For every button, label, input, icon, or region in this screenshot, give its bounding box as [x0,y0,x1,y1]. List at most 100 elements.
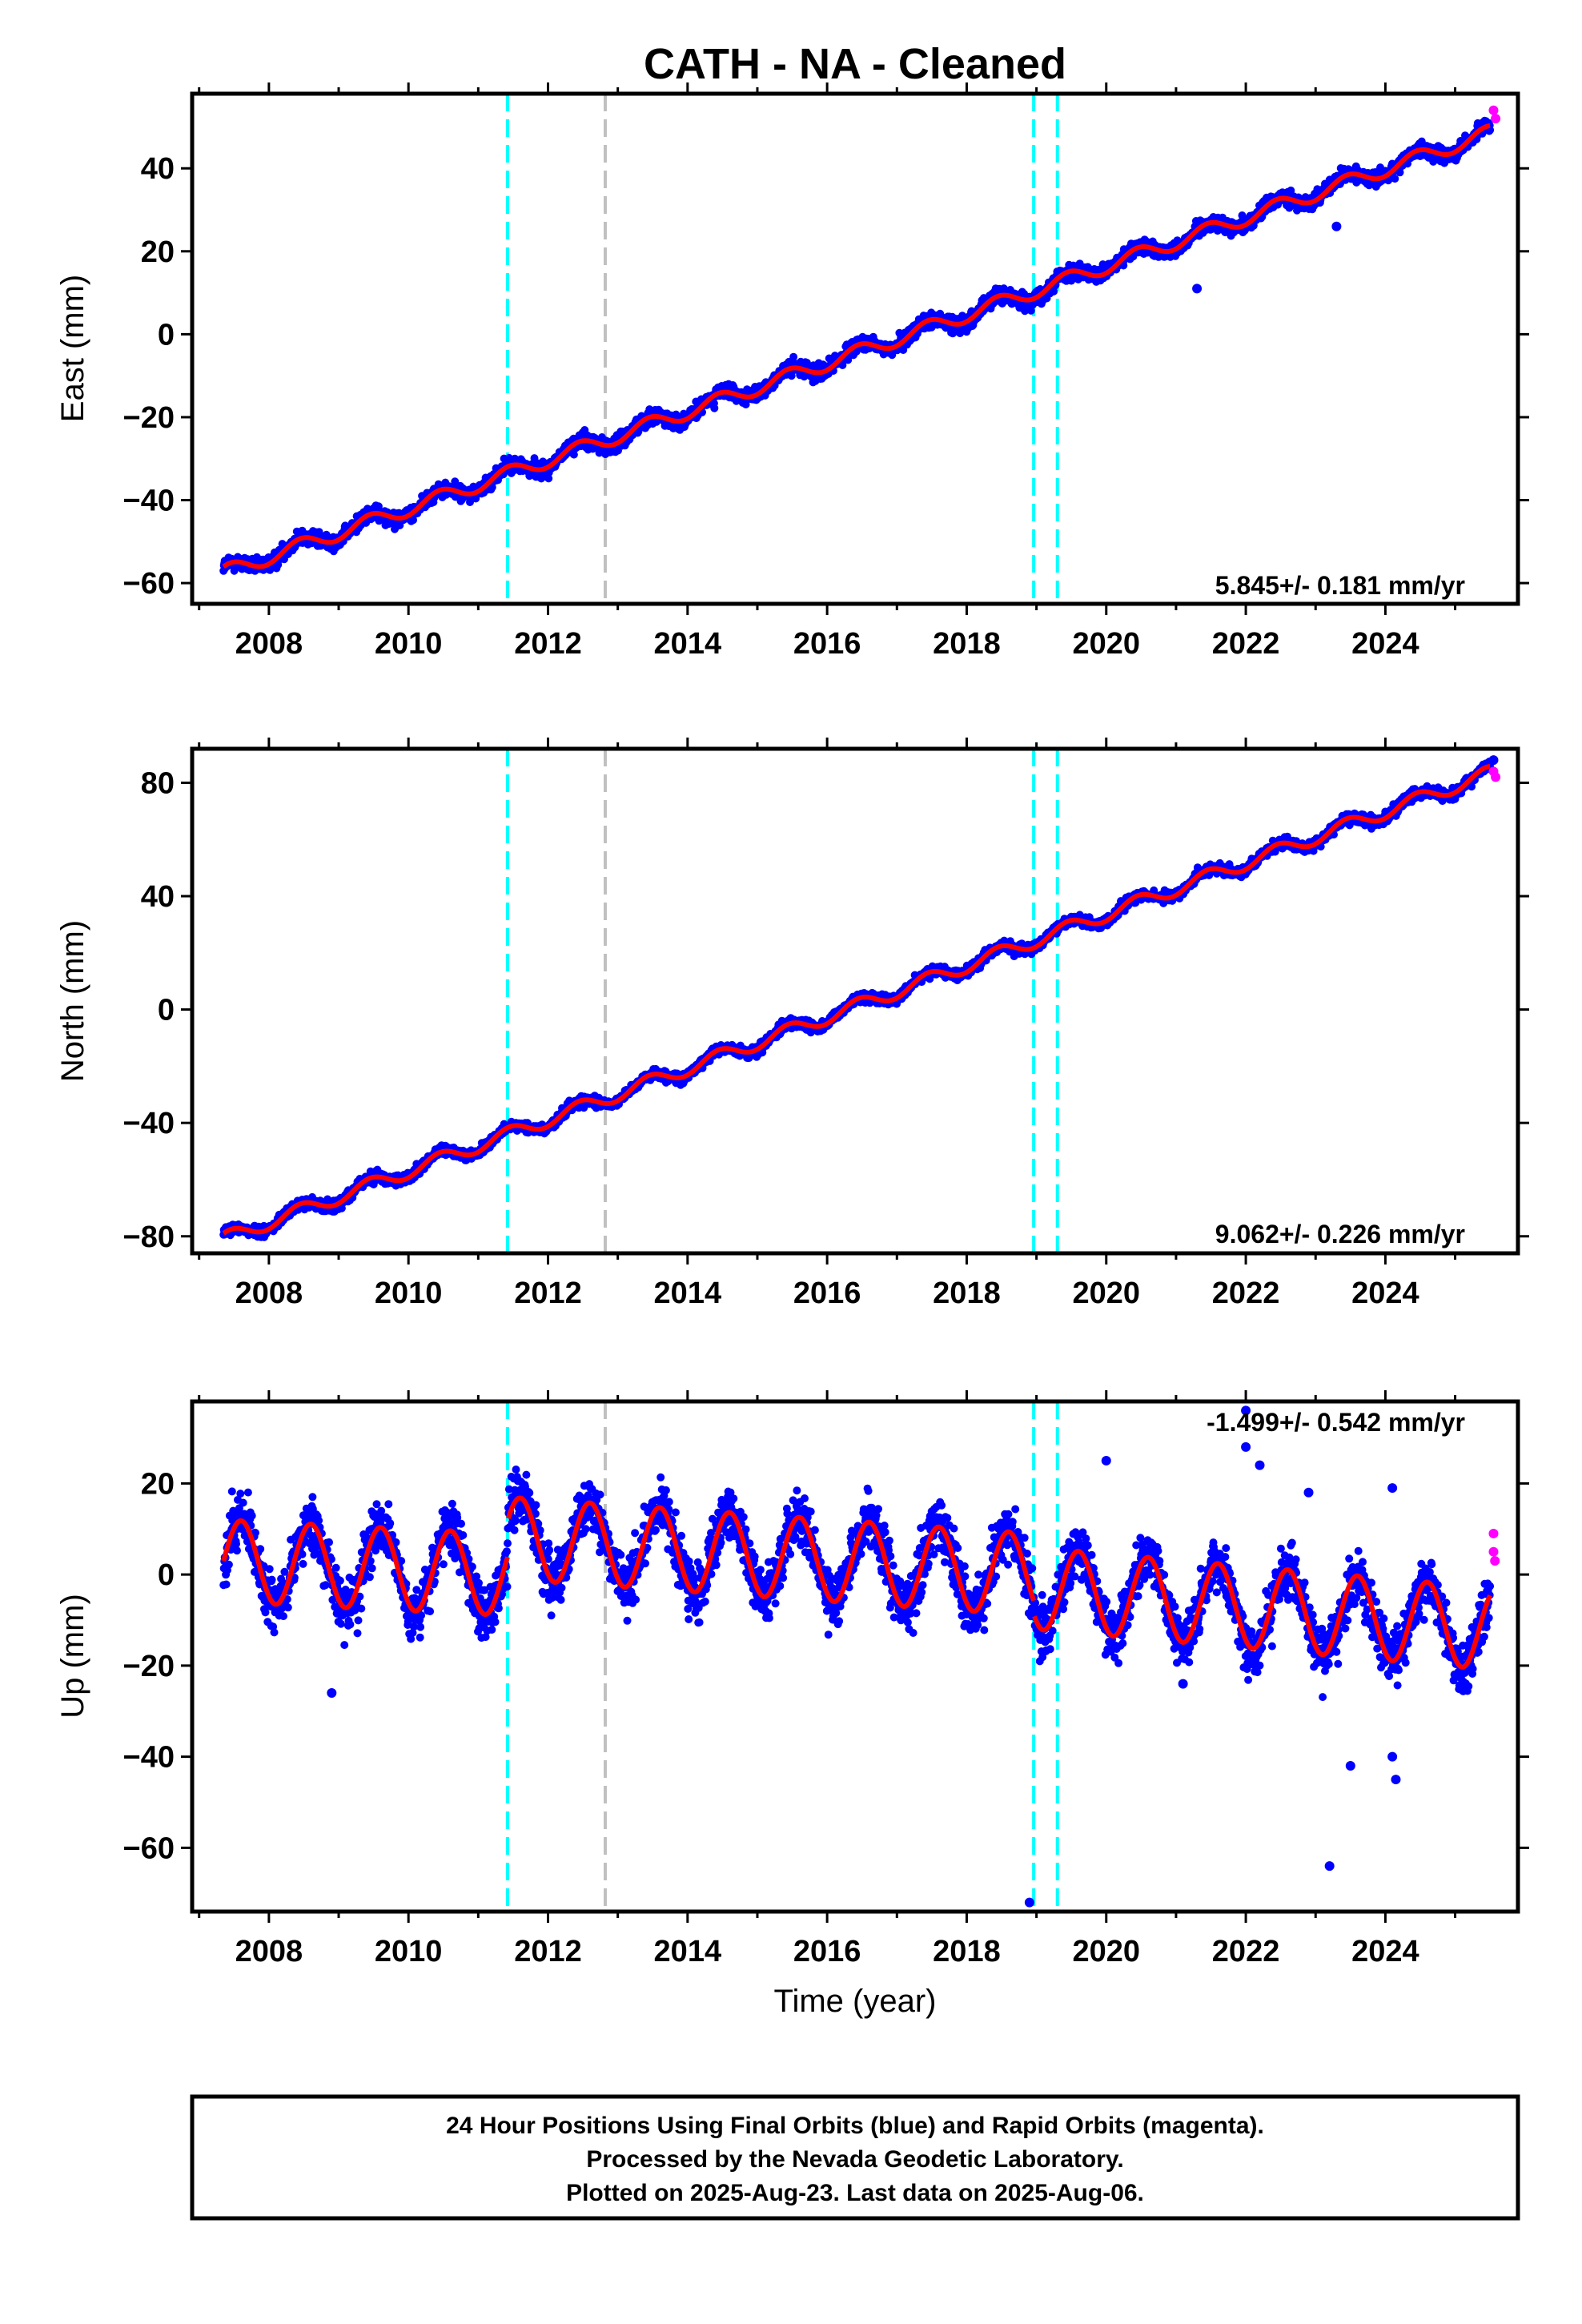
y-tick-label: −60 [123,567,175,601]
north-plot-frame [190,746,1520,1256]
x-tick-label: 2016 [793,1277,861,1310]
east-ticks: 2008 2010 2012 2014 2016 2018 2020 2022 2024 40 20… [123,82,1529,661]
x-tick-label: 2022 [1212,1277,1280,1310]
y-tick-label: −20 [123,1650,175,1683]
up-y-axis-label: Up (mm) [55,1594,90,1719]
outlier-point [1178,1679,1188,1689]
east-model-curve [222,123,1491,569]
outlier-point [1255,1460,1265,1470]
footer-box: 24 Hour Positions Using Final Orbits (bl… [190,2094,1520,2221]
up-data-points [219,1405,1495,1908]
x-tick-label: 2008 [235,1935,303,1968]
x-tick-label: 2014 [654,1277,722,1310]
y-tick-label: 0 [158,994,175,1027]
x-tick-label: 2012 [514,1277,582,1310]
up-model-curve [221,1495,1492,1670]
x-tick-label: 2010 [375,1935,443,1968]
y-tick-label: 80 [141,766,175,800]
x-tick-label: 2008 [235,627,303,661]
east-y-axis-label: East (mm) [55,275,90,422]
east-rapid-points [1488,105,1501,124]
rapid-orbit-point [1488,1546,1499,1557]
x-tick-label: 2020 [1072,1277,1140,1310]
rapid-orbit-point [1491,114,1501,124]
y-tick-label: 20 [141,1467,175,1501]
y-tick-label: −80 [123,1220,175,1254]
panel-east: 2008 2010 2012 2014 2016 2018 2020 2022 2024 40 20… [55,82,1529,661]
x-tick-label: 2016 [793,627,861,661]
up-x-axis-label: Time (year) [774,1984,937,2019]
footer-line-2: Processed by the Nevada Geodetic Laborat… [586,2146,1123,2173]
x-tick-label: 2012 [514,627,582,661]
y-tick-label: −40 [123,485,175,518]
y-tick-label: 40 [141,880,175,914]
x-tick-label: 2012 [514,1935,582,1968]
y-tick-label: 40 [141,152,175,186]
north-model-curve [222,763,1491,1236]
chart-title: CATH - NA - Cleaned [644,40,1066,88]
x-tick-label: 2018 [933,1935,1001,1968]
east-rate-label: 5.845+/- 0.181 mm/yr [1215,571,1465,600]
y-tick-label: −40 [123,1741,175,1775]
rapid-orbit-point [1490,1556,1500,1566]
y-tick-label: 0 [158,318,175,352]
outlier-point [1331,221,1342,231]
y-tick-label: 0 [158,1558,175,1592]
x-tick-label: 2022 [1212,1935,1280,1968]
north-plot-area [219,749,1501,1253]
outlier-point [1303,1487,1314,1498]
x-tick-label: 2010 [375,1277,443,1310]
outlier-point [327,1688,337,1698]
up-plot-frame [190,1399,1520,1914]
up-ticks: 2008 2010 2012 2014 2016 2018 2020 2022 2024 20 0 −… [123,1390,1529,1968]
daily-position-points [219,1466,1495,1702]
north-reference-lines [505,749,1059,1253]
north-y-axis-label: North (mm) [55,920,90,1082]
east-reference-lines [505,94,1059,604]
outlier-point [1241,1405,1251,1416]
outlier-point [1324,1861,1335,1872]
outlier-point [1391,1775,1401,1785]
panel-north: 2008 2010 2012 2014 2016 2018 2020 2022 2024 80 40… [55,738,1529,1310]
east-plot-area [219,94,1501,604]
footer-line-1: 24 Hour Positions Using Final Orbits (bl… [446,2113,1264,2139]
outlier-point [1241,1441,1251,1452]
rapid-orbit-point [1488,105,1499,115]
x-tick-label: 2022 [1212,627,1280,661]
outlier-point [1387,1483,1398,1494]
outlier-point [1101,1455,1111,1466]
x-tick-label: 2008 [235,1277,303,1310]
x-tick-label: 2024 [1351,1935,1419,1968]
up-plot-area [219,1401,1500,1912]
x-tick-label: 2018 [933,1277,1001,1310]
x-tick-label: 2016 [793,1935,861,1968]
x-tick-label: 2024 [1351,1277,1419,1310]
y-tick-label: −60 [123,1831,175,1865]
north-rate-label: 9.062+/- 0.226 mm/yr [1215,1220,1465,1248]
outlier-point [1024,1897,1034,1908]
east-plot-frame [190,91,1520,606]
outlier-point [1387,1751,1398,1762]
outlier-point [1345,1761,1355,1771]
north-ticks: 2008 2010 2012 2014 2016 2018 2020 2022 2024 80 40… [123,738,1529,1310]
y-tick-label: −20 [123,401,175,435]
footer-line-3: Plotted on 2025-Aug-23. Last data on 202… [566,2180,1144,2206]
x-tick-label: 2010 [375,627,443,661]
x-tick-label: 2014 [654,1935,722,1968]
y-tick-label: 20 [141,235,175,269]
up-rate-label: -1.499+/- 0.542 mm/yr [1207,1408,1465,1437]
outlier-point [1192,283,1203,294]
rapid-orbit-point [1488,1528,1499,1538]
x-tick-label: 2020 [1072,1935,1140,1968]
x-tick-label: 2020 [1072,627,1140,661]
rapid-orbit-point [1491,772,1501,782]
x-tick-label: 2024 [1351,627,1419,661]
north-rapid-points [1488,766,1501,782]
up-rapid-points [1488,1528,1500,1566]
x-tick-label: 2018 [933,627,1001,661]
panel-up: 2008 2010 2012 2014 2016 2018 2020 2022 2024 20 0 −… [55,1390,1529,2019]
y-tick-label: −40 [123,1107,175,1140]
x-tick-label: 2014 [654,627,722,661]
outlier-point [1488,755,1499,766]
